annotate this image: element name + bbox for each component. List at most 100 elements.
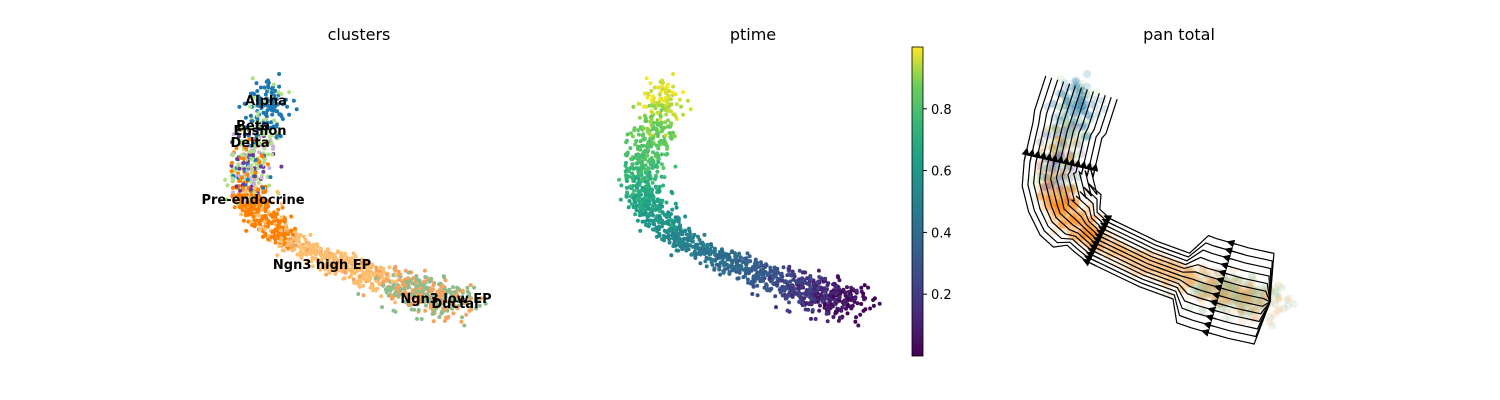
cluster-point xyxy=(248,113,253,118)
pan-total-point xyxy=(1093,88,1102,97)
cluster-point xyxy=(266,224,270,229)
ptime-point xyxy=(646,182,651,186)
ptime-point xyxy=(673,219,678,224)
ptime-point xyxy=(831,294,836,299)
cluster-point xyxy=(283,236,288,241)
cluster-point xyxy=(366,278,371,283)
ptime-point xyxy=(657,227,661,232)
cluster-point xyxy=(237,205,242,210)
ptime-point xyxy=(833,309,838,314)
cluster-point xyxy=(331,256,336,261)
cluster-point xyxy=(243,209,248,214)
colorbar-ticks: 0.2 0.4 0.6 0.8 xyxy=(923,103,952,303)
cluster-point xyxy=(449,293,454,298)
ptime-point xyxy=(822,302,827,307)
cluster-point xyxy=(361,283,366,288)
ptime-point xyxy=(673,164,678,169)
ptime-point xyxy=(660,210,665,215)
ptime-point xyxy=(692,249,697,254)
cluster-point xyxy=(248,187,253,192)
ptime-point xyxy=(784,279,789,284)
ptime-point xyxy=(740,260,745,265)
ptime-point xyxy=(693,256,698,260)
ptime-point xyxy=(725,266,730,271)
cluster-point xyxy=(316,262,321,267)
cluster-point xyxy=(387,265,392,270)
cluster-point xyxy=(439,309,444,314)
cluster-point xyxy=(251,214,256,219)
ptime-point xyxy=(871,303,876,308)
ptime-point xyxy=(709,249,713,254)
cluster-point xyxy=(249,184,254,189)
ptime-point xyxy=(649,89,654,93)
cluster-point xyxy=(298,249,303,254)
ptime-point xyxy=(791,277,796,282)
cluster-point xyxy=(414,277,419,282)
cluster-point xyxy=(255,89,260,93)
cluster-point xyxy=(279,236,284,241)
ptime-point xyxy=(646,130,651,135)
cluster-point xyxy=(247,126,252,131)
ptime-point xyxy=(704,255,709,260)
ptime-point xyxy=(655,185,659,190)
label-ngn3-high-ep: Ngn3 high EP xyxy=(273,258,371,273)
ptime-point xyxy=(809,316,813,321)
cluster-point xyxy=(269,120,274,125)
ptime-point xyxy=(859,285,864,290)
ptime-point xyxy=(849,285,854,290)
cluster-point xyxy=(278,134,283,139)
ptime-point xyxy=(645,149,649,154)
ptime-point xyxy=(804,292,809,297)
cluster-point xyxy=(245,172,250,177)
ptime-point xyxy=(673,215,678,220)
cluster-point xyxy=(241,185,245,190)
ptime-point xyxy=(642,104,647,109)
cluster-point xyxy=(256,94,261,99)
cluster-point xyxy=(288,236,293,241)
cluster-point xyxy=(460,315,464,320)
cluster-point xyxy=(370,283,375,288)
ptime-point xyxy=(672,232,676,237)
ptime-point xyxy=(653,175,658,180)
ptime-point xyxy=(779,286,784,291)
ptime-point xyxy=(660,104,664,108)
ptime-point xyxy=(768,268,773,273)
ptime-point xyxy=(618,197,623,202)
cluster-point xyxy=(237,104,242,109)
ptime-point xyxy=(868,306,873,311)
ptime-point xyxy=(629,131,633,136)
cluster-point xyxy=(258,100,263,105)
ptime-point xyxy=(697,237,702,242)
ptime-point xyxy=(649,103,654,108)
cluster-point xyxy=(341,276,346,281)
cluster-point xyxy=(293,226,297,231)
ptime-point xyxy=(656,219,661,224)
cluster-point xyxy=(423,275,428,279)
cluster-point xyxy=(394,284,399,289)
ptime-point xyxy=(665,235,670,239)
ptime-point xyxy=(661,183,666,188)
cluster-point xyxy=(307,251,312,256)
ptime-point xyxy=(685,98,690,103)
cluster-point xyxy=(335,250,340,255)
cluster-point xyxy=(416,289,421,294)
ptime-point xyxy=(816,286,821,291)
cluster-point xyxy=(283,97,288,102)
ptime-point xyxy=(645,95,650,100)
streamline-arrow xyxy=(1021,147,1030,161)
cluster-point xyxy=(229,169,234,174)
cluster-point xyxy=(454,298,459,302)
ptime-point xyxy=(837,295,842,300)
cluster-point xyxy=(257,150,261,155)
cluster-point xyxy=(274,135,279,140)
cluster-point xyxy=(267,166,272,170)
ptime-point xyxy=(637,190,641,194)
cluster-point xyxy=(248,137,253,142)
cluster-point xyxy=(252,182,257,186)
cluster-point xyxy=(233,169,237,174)
cluster-point xyxy=(308,232,313,237)
ptime-title: ptime xyxy=(730,25,776,44)
ptime-point xyxy=(655,169,660,174)
ptime-point xyxy=(633,212,638,217)
